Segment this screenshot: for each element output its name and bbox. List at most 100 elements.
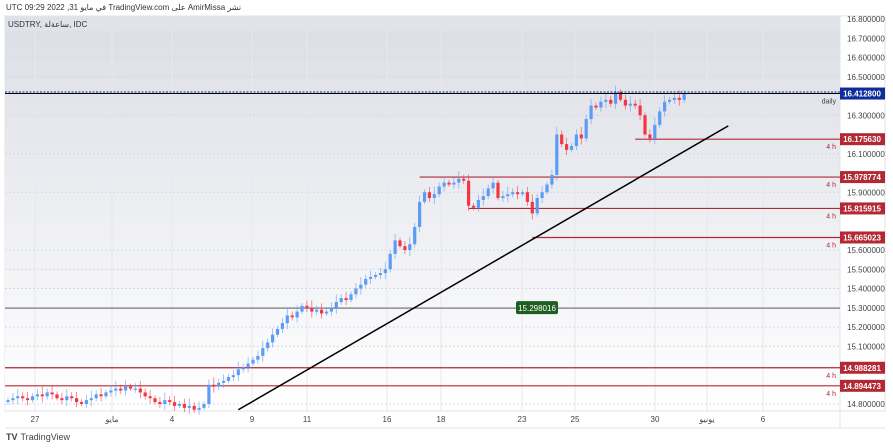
candle-body: [153, 398, 157, 403]
candle-body: [305, 305, 309, 308]
candle-body: [432, 194, 436, 199]
candle-body: [594, 105, 598, 108]
candle-body: [457, 178, 461, 183]
candle-body: [173, 402, 177, 406]
y-tick-label: 15.300000: [847, 304, 885, 313]
candle-body: [535, 198, 539, 214]
candle-body: [119, 388, 123, 391]
x-tick-label: 27: [31, 415, 40, 424]
candle-body: [266, 342, 270, 349]
candle-body: [50, 392, 54, 395]
candle-body: [30, 396, 35, 401]
y-tick-label: 16.100000: [847, 150, 885, 159]
candle-body: [584, 119, 588, 139]
candle-body: [452, 182, 456, 185]
candle-body: [114, 388, 118, 391]
x-tick-label: 30: [651, 415, 660, 424]
candle-body: [89, 398, 93, 401]
candle-body: [275, 328, 280, 335]
candle-body: [197, 407, 201, 410]
level-price-label: 15.978774: [843, 173, 881, 182]
candle-body: [16, 396, 20, 399]
candle-body: [677, 97, 681, 100]
candle-body: [462, 178, 466, 181]
candle-body: [442, 182, 446, 187]
level-price-label: 16.175630: [843, 135, 881, 144]
last-price-timeframe: daily: [822, 99, 837, 106]
candle-body: [364, 278, 368, 285]
candle-body: [148, 396, 152, 399]
symbol-bar-bg: [5, 16, 840, 31]
published-info: UTC في مايو 31, 2022 09:29 TradingView.c…: [6, 3, 242, 12]
candle-body: [339, 298, 343, 302]
candle-body: [241, 367, 245, 370]
x-tick-label: 11: [303, 415, 312, 424]
candle-body: [271, 334, 275, 343]
candle-body: [300, 305, 304, 312]
candle-body: [658, 111, 662, 125]
candle-body: [383, 269, 387, 274]
candle-body: [40, 394, 44, 397]
candle-body: [520, 192, 525, 195]
candle-body: [628, 103, 632, 106]
candle-body: [525, 192, 529, 202]
candle-body: [516, 192, 520, 195]
candle-body: [437, 186, 441, 195]
candle-body: [65, 396, 69, 401]
candle-body: [589, 105, 593, 120]
candle-body: [226, 377, 231, 381]
candle-body: [177, 404, 182, 406]
candle-body: [212, 384, 216, 387]
candle-body: [222, 380, 226, 383]
candle-body: [496, 182, 500, 199]
candle-body: [251, 359, 255, 364]
candle-body: [79, 402, 84, 404]
candle-body: [579, 134, 583, 139]
candle-body: [604, 99, 608, 102]
candle-body: [217, 382, 221, 387]
candle-body: [94, 394, 98, 399]
level-price-label-bg: [840, 133, 885, 146]
candle-body: [359, 284, 363, 289]
candle-body: [369, 276, 373, 279]
y-tick-label: 15.200000: [847, 323, 885, 332]
level-price-label-bg: [840, 379, 885, 392]
candle-body: [486, 188, 490, 197]
y-tick-label: 16.300000: [847, 111, 885, 120]
candle-body: [476, 199, 480, 208]
candle-body: [413, 226, 417, 245]
candle-body: [182, 404, 186, 408]
x-tick-label: 18: [437, 415, 446, 424]
candle-body: [663, 101, 667, 112]
candle-body: [280, 323, 284, 329]
candle-body: [471, 205, 476, 208]
candle-body: [329, 307, 333, 312]
candle-body: [168, 400, 172, 403]
tradingview-logo: TV TradingView: [6, 432, 70, 442]
candle-body: [35, 394, 39, 397]
candle-body: [285, 315, 289, 324]
level-price-label-bg: [840, 202, 885, 215]
candle-body: [599, 101, 603, 108]
candle-body: [334, 301, 338, 308]
candle-body: [398, 240, 402, 247]
brand-name: TradingView: [20, 432, 71, 442]
candle-body: [70, 396, 74, 399]
candle-body: [75, 398, 79, 403]
candle-body: [403, 246, 407, 250]
support-label: 15.298016: [518, 304, 556, 313]
y-tick-label: 15.900000: [847, 188, 885, 197]
level-price-label: 15.815915: [843, 204, 881, 213]
candle-body: [84, 400, 88, 404]
candle-body: [672, 97, 676, 100]
candle-body: [236, 369, 240, 376]
candle-body: [290, 315, 294, 318]
candle-body: [467, 180, 471, 206]
y-tick-label: 15.400000: [847, 285, 885, 294]
candle-body: [261, 348, 265, 356]
candle-body: [349, 294, 353, 301]
candle-body: [418, 201, 422, 227]
candle-body: [138, 388, 142, 393]
candle-body: [21, 396, 25, 399]
